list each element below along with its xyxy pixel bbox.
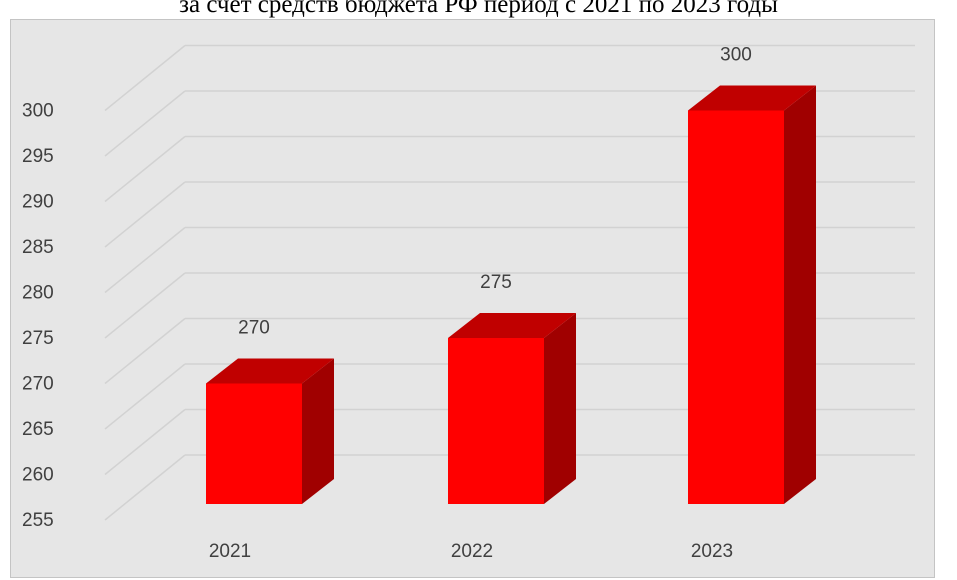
bar-2022 [448, 338, 544, 504]
y-tick-label: 295 [22, 146, 54, 167]
bar-top-2021 [206, 358, 334, 384]
chart-title: за счет средств бюджета РФ период с 2021… [179, 0, 778, 18]
y-tick-label: 280 [22, 283, 54, 304]
x-category-label: 2023 [691, 541, 733, 562]
y-tick-label: 255 [22, 510, 54, 531]
y-tick-label: 265 [22, 419, 54, 440]
gridline-depth-275 [104, 272, 186, 339]
y-tick-label: 270 [22, 374, 54, 395]
gridline-depth-255 [104, 454, 186, 521]
gridline-depth-270 [104, 317, 186, 385]
bar-2021 [206, 383, 302, 504]
bar-2023 [688, 110, 784, 504]
y-tick-label: 275 [22, 328, 54, 349]
bar-top-2023 [688, 85, 816, 111]
x-category-label: 2022 [451, 541, 493, 562]
y-tick-label: 300 [22, 101, 54, 122]
data-label: 270 [238, 318, 270, 339]
data-label: 275 [480, 272, 512, 293]
y-tick-label: 285 [22, 237, 54, 258]
gridline-depth-295 [104, 90, 186, 157]
y-tick-label: 260 [22, 465, 54, 486]
gridline-depth-285 [104, 181, 186, 248]
gridline-depth-300 [104, 44, 186, 112]
bar-side-2023 [784, 85, 816, 504]
y-tick-label: 290 [22, 192, 54, 213]
gridline-depth-290 [104, 135, 186, 203]
bar-side-2022 [544, 313, 576, 504]
x-category-label: 2021 [209, 541, 251, 562]
bar-side-2021 [302, 358, 334, 504]
gridline-depth-260 [104, 408, 186, 476]
gridline-depth-265 [104, 363, 186, 430]
gridline-depth-280 [104, 226, 186, 294]
data-label: 300 [720, 45, 752, 66]
bar-top-2022 [448, 313, 576, 338]
